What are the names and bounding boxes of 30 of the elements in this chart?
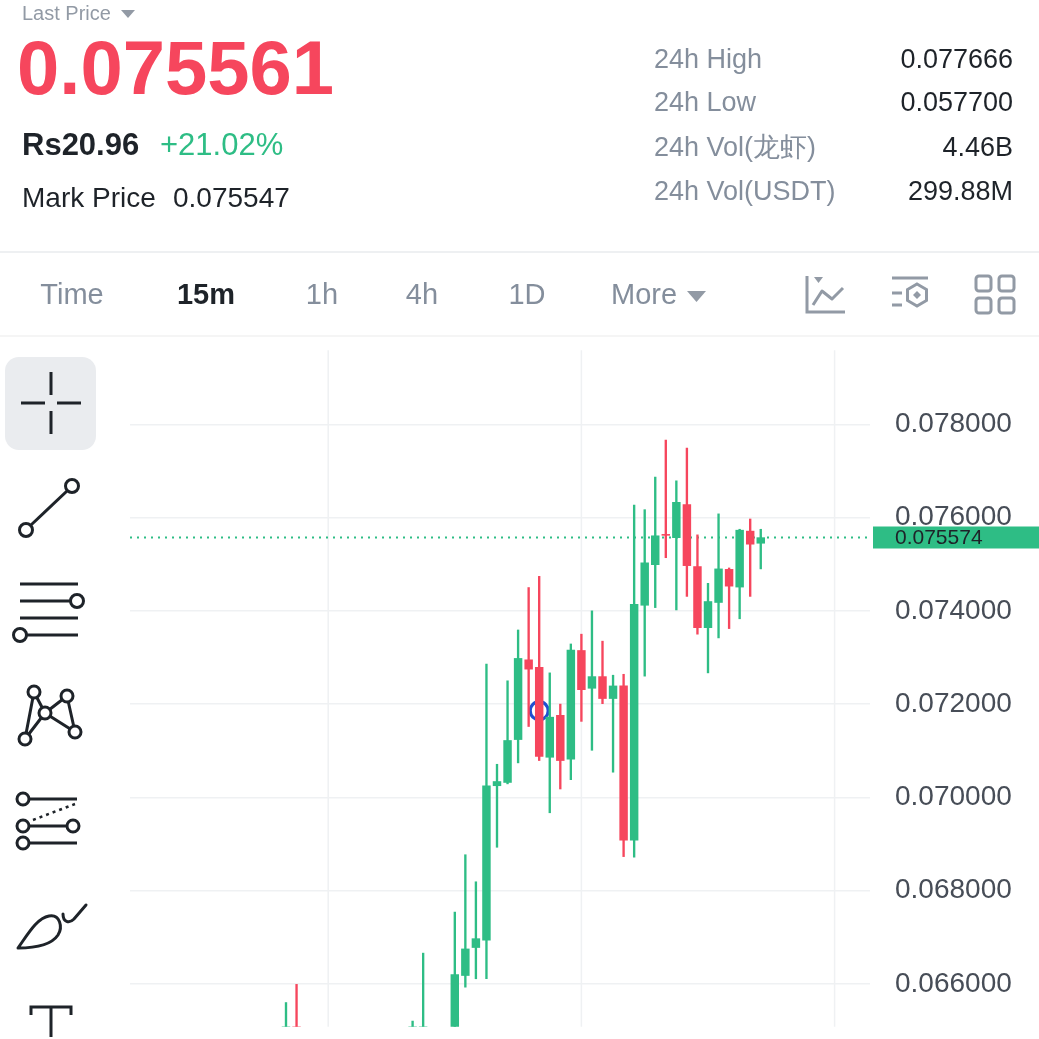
text: +21.02% — [160, 127, 284, 163]
text: 1h — [305, 278, 339, 312]
y-tick-label: 0.066000 — [895, 966, 1012, 998]
text: 299.88M — [907, 176, 1013, 208]
text: 0.057700 — [900, 87, 1013, 119]
y-tick-label: 0.072000 — [895, 686, 1012, 718]
text: 24h Vol(USDT) — [654, 176, 836, 208]
text: 4.46B — [942, 132, 1013, 164]
text: 0.075547 — [173, 181, 290, 215]
text: 24h Low — [654, 87, 757, 119]
text: Time — [40, 278, 104, 312]
candlestick — [524, 587, 533, 727]
text: More — [611, 278, 678, 312]
y-tick-label: 0.078000 — [895, 407, 1012, 439]
candlestick — [461, 854, 470, 988]
ref-line-label: 0.075574 — [895, 525, 983, 549]
text: 0.075561 — [17, 24, 334, 112]
text: 24h High — [654, 44, 763, 76]
text: 0.077666 — [900, 44, 1013, 76]
y-tick-label: 0.070000 — [895, 780, 1012, 812]
text: Last Price — [22, 1, 111, 25]
y-tick-label: 0.074000 — [895, 593, 1012, 625]
candlestick — [714, 513, 723, 639]
text: 4h — [405, 278, 439, 312]
text: 15m — [176, 278, 236, 312]
text: 1D — [508, 278, 546, 312]
y-tick-label: 0.068000 — [895, 873, 1012, 905]
text: Rs20.96 — [22, 127, 140, 163]
text: 24h Vol(龙虾) — [654, 132, 817, 164]
text: Mark Price — [22, 181, 156, 215]
